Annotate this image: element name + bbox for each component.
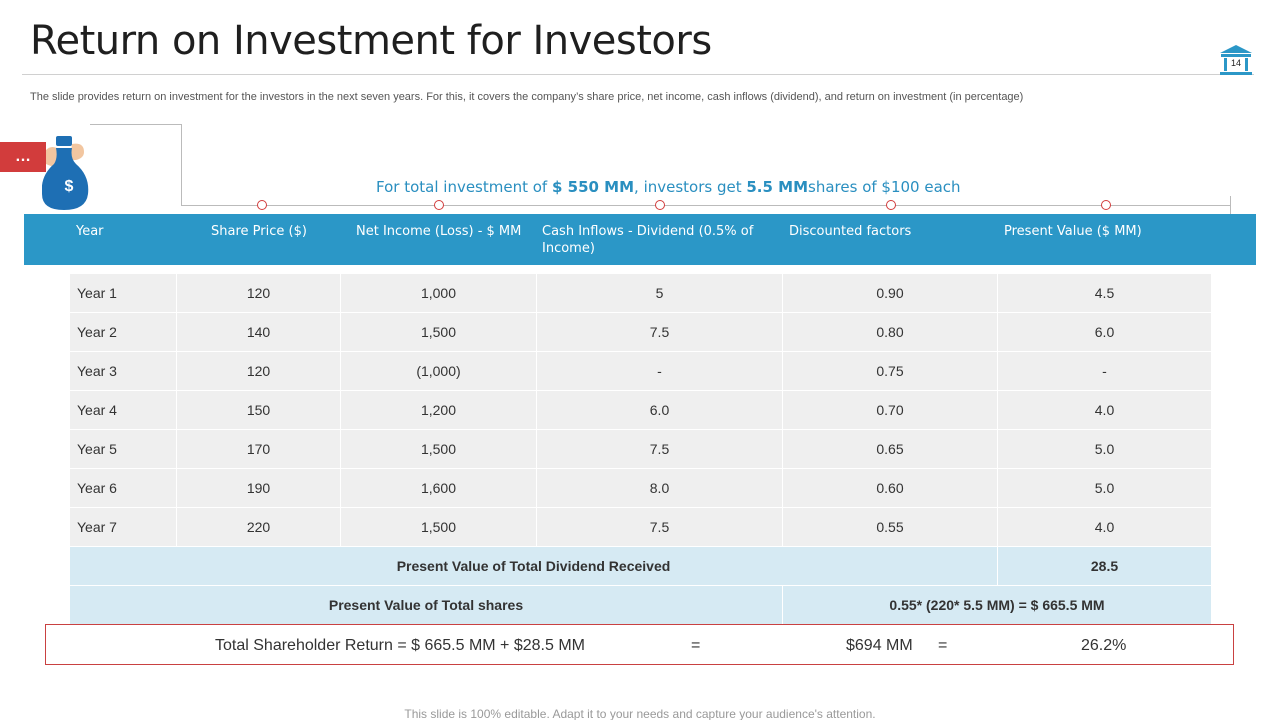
bank-icon [1220,45,1252,75]
cell-present-value: 4.5 [997,273,1212,313]
cell-discount-factor: 0.60 [782,468,998,508]
investment-prefix: For total investment of [376,178,552,196]
cell-share-price: 150 [176,390,341,430]
cell-net-income: 1,600 [340,468,537,508]
header-net-income: Net Income (Loss) - $ MM [356,224,522,239]
connector-line [181,124,182,206]
cell-present-value: 5.0 [997,468,1212,508]
cell-dividend: 6.0 [536,390,783,430]
more-tab[interactable]: … [0,142,46,172]
cell-present-value: - [997,351,1212,391]
cell-dividend: 8.0 [536,468,783,508]
cell-dividend: 7.5 [536,312,783,352]
cell-share-price: 170 [176,429,341,469]
connector-line [90,124,182,125]
cell-year: Year 3 [69,351,177,391]
timeline-line [181,205,1231,206]
cell-discount-factor: 0.65 [782,429,998,469]
table-header: Year Share Price ($) Net Income (Loss) -… [24,214,1256,265]
summary-dividend-value: 28.5 [997,546,1212,586]
total-percent: 26.2% [1081,637,1127,654]
investment-amount: $ 550 MM [551,178,635,196]
investment-middle: , investors get [634,178,747,196]
table-row: Year 2 140 1,500 7.5 0.80 6.0 [69,312,1212,352]
timeline-dot [1101,200,1111,210]
table-row: Year 4 150 1,200 6.0 0.70 4.0 [69,390,1212,430]
header-share-price: Share Price ($) [211,224,307,239]
summary-dividend-label: Present Value of Total Dividend Received [69,546,998,586]
roi-table: Year 1 120 1,000 5 0.90 4.5 Year 2 140 1… [69,273,1212,625]
cell-discount-factor: 0.90 [782,273,998,313]
cell-share-price: 120 [176,351,341,391]
investment-shares: 5.5 MM [746,178,809,196]
cell-year: Year 6 [69,468,177,508]
total-return-label: Total Shareholder Return = $ 665.5 MM + … [215,637,585,654]
page-number: 14 [1228,57,1244,69]
cell-net-income: 1,500 [340,312,537,352]
table-row: Year 1 120 1,000 5 0.90 4.5 [69,273,1212,313]
header-present-value: Present Value ($ MM) [1004,224,1142,239]
summary-shares-label: Present Value of Total shares [69,585,783,625]
slide-title: Return on Investment for Investors [30,18,712,64]
table-row: Year 3 120 (1,000) - 0.75 - [69,351,1212,391]
cell-discount-factor: 0.80 [782,312,998,352]
timeline-dot [434,200,444,210]
cell-present-value: 6.0 [997,312,1212,352]
cell-dividend: 5 [536,273,783,313]
cell-net-income: 1,000 [340,273,537,313]
cell-discount-factor: 0.55 [782,507,998,547]
table-row: Year 7 220 1,500 7.5 0.55 4.0 [69,507,1212,547]
cell-share-price: 140 [176,312,341,352]
cell-year: Year 1 [69,273,177,313]
investment-suffix: shares of $100 each [808,178,961,196]
table-row: Year 6 190 1,600 8.0 0.60 5.0 [69,468,1212,508]
cell-discount-factor: 0.75 [782,351,998,391]
total-return-box: Total Shareholder Return = $ 665.5 MM + … [45,624,1234,665]
cell-net-income: 1,500 [340,429,537,469]
cell-year: Year 2 [69,312,177,352]
investment-note: For total investment of $ 550 MM, invest… [376,178,961,196]
timeline-end-tick [1230,196,1231,214]
summary-row-shares: Present Value of Total shares 0.55* (220… [69,585,1212,625]
footer-note: This slide is 100% editable. Adapt it to… [404,707,876,720]
slide-subtitle: The slide provides return on investment … [30,91,1024,103]
header-cash-inflows: Cash Inflows - Dividend (0.5% of Income) [542,224,754,256]
summary-shares-value: 0.55* (220* 5.5 MM) = $ 665.5 MM [782,585,1212,625]
cell-net-income: (1,000) [340,351,537,391]
cell-net-income: 1,200 [340,390,537,430]
timeline-dot [257,200,267,210]
header-year: Year [76,224,104,239]
total-amount: $694 MM [846,637,913,654]
header-discounted-factors: Discounted factors [789,224,912,239]
cell-dividend: - [536,351,783,391]
cell-dividend: 7.5 [536,507,783,547]
cell-present-value: 4.0 [997,390,1212,430]
cell-share-price: 220 [176,507,341,547]
total-equals-1: = [691,637,701,654]
summary-row-dividend: Present Value of Total Dividend Received… [69,546,1212,586]
cell-net-income: 1,500 [340,507,537,547]
cell-year: Year 7 [69,507,177,547]
cell-share-price: 120 [176,273,341,313]
money-bag-icon: $ [42,136,89,210]
cell-year: Year 4 [69,390,177,430]
cell-present-value: 5.0 [997,429,1212,469]
total-equals-2: = [938,637,948,654]
cell-present-value: 4.0 [997,507,1212,547]
cell-year: Year 5 [69,429,177,469]
table-row: Year 5 170 1,500 7.5 0.65 5.0 [69,429,1212,469]
money-bag-symbol: $ [65,178,74,195]
title-divider [22,74,1254,75]
timeline-dot [886,200,896,210]
timeline-dot [655,200,665,210]
cell-share-price: 190 [176,468,341,508]
cell-discount-factor: 0.70 [782,390,998,430]
cell-dividend: 7.5 [536,429,783,469]
